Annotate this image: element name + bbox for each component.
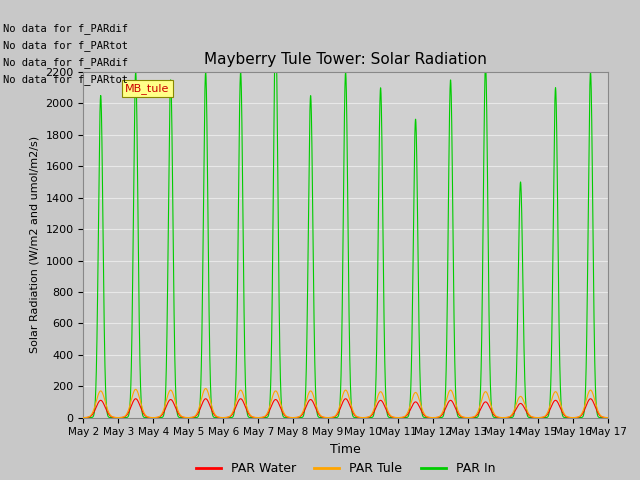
Title: Mayberry Tule Tower: Solar Radiation: Mayberry Tule Tower: Solar Radiation [204, 52, 487, 67]
Text: No data for f_PARtot: No data for f_PARtot [3, 40, 128, 51]
Text: No data for f_PARdif: No data for f_PARdif [3, 23, 128, 34]
Y-axis label: Solar Radiation (W/m2 and umol/m2/s): Solar Radiation (W/m2 and umol/m2/s) [29, 136, 40, 353]
Legend: PAR Water, PAR Tule, PAR In: PAR Water, PAR Tule, PAR In [191, 457, 500, 480]
Text: No data for f_PARdif: No data for f_PARdif [3, 57, 128, 68]
Text: No data for f_PARtot: No data for f_PARtot [3, 73, 128, 84]
Text: MB_tule: MB_tule [125, 83, 170, 94]
X-axis label: Time: Time [330, 443, 361, 456]
